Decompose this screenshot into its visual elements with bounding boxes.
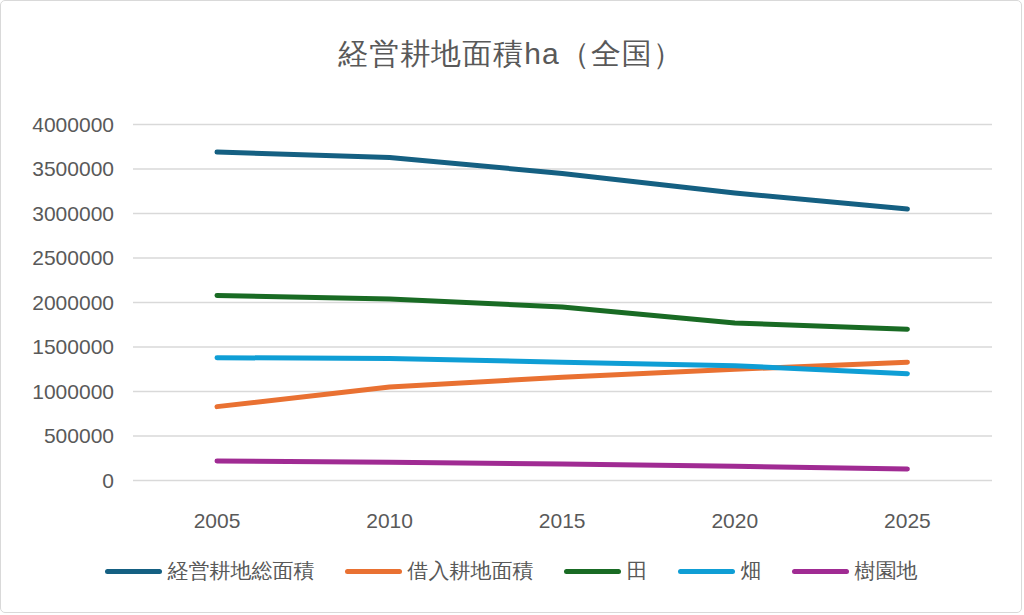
y-axis-tick-label: 2000000: [32, 291, 114, 314]
x-axis-tick-label: 2010: [366, 509, 413, 532]
y-axis-tick-label: 1500000: [32, 335, 114, 358]
chart-legend: 経営耕地総面積 借入耕地面積 田 畑 樹園地: [1, 557, 1021, 585]
legend-line-swatch-icon: [105, 569, 162, 574]
y-axis-tick-label: 3500000: [32, 157, 114, 180]
legend-item: 畑: [678, 557, 762, 585]
legend-label: 田: [627, 557, 648, 585]
legend-line-swatch-icon: [678, 569, 735, 574]
legend-line-swatch-icon: [792, 569, 849, 574]
legend-item: 田: [564, 557, 648, 585]
y-axis-tick-label: 4000000: [32, 113, 114, 136]
chart-frame: 経営耕地面積ha（全国） 050000010000001500000200000…: [0, 0, 1022, 613]
legend-label: 畑: [741, 557, 762, 585]
x-axis-tick-label: 2025: [884, 509, 931, 532]
legend-label: 借入耕地面積: [408, 557, 534, 585]
series-line-田: [217, 295, 907, 329]
legend-item: 経営耕地総面積: [105, 557, 315, 585]
series-line-樹園地: [217, 461, 907, 469]
x-axis-tick-label: 2015: [539, 509, 586, 532]
plot-area: 0 500000 1000000 1500000 2000000 2500000 30000…: [1, 1, 1022, 613]
x-axis-tick-label: 2020: [711, 509, 758, 532]
x-axis-tick-label: 2005: [194, 509, 241, 532]
legend-item: 樹園地: [792, 557, 918, 585]
legend-item: 借入耕地面積: [345, 557, 534, 585]
legend-line-swatch-icon: [345, 569, 402, 574]
y-axis-tick-label: 2500000: [32, 246, 114, 269]
y-axis-tick-label: 500000: [44, 424, 114, 447]
legend-line-swatch-icon: [564, 569, 621, 574]
legend-label: 樹園地: [855, 557, 918, 585]
y-axis-tick-label: 3000000: [32, 202, 114, 225]
series-line-経営耕地総面積: [217, 152, 907, 209]
y-axis-tick-label: 1000000: [32, 380, 114, 403]
y-axis-tick-label: 0: [102, 469, 114, 492]
legend-label: 経営耕地総面積: [168, 557, 315, 585]
